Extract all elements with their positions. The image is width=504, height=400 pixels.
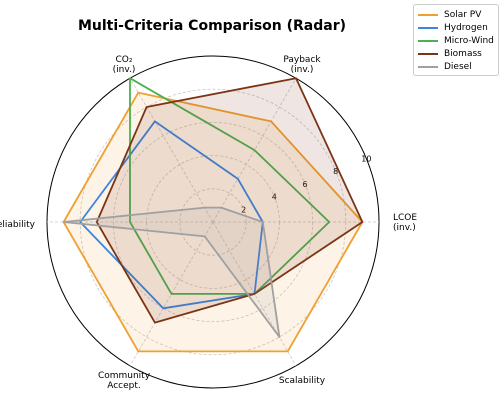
chart-title: Multi-Criteria Comparison (Radar): [77, 18, 347, 34]
legend-item-solar-pv: Solar PV: [418, 8, 494, 21]
legend-label: Micro-Wind: [444, 35, 494, 46]
grid-circle: [113, 122, 313, 322]
r-tick-label: 6: [302, 180, 307, 189]
axis-label: Reliability: [0, 220, 36, 230]
legend-item-micro-wind: Micro-Wind: [418, 34, 494, 47]
legend-item-hydrogen: Hydrogen: [418, 21, 494, 34]
legend-item-biomass: Biomass: [418, 47, 494, 60]
r-tick-label: 8: [333, 167, 338, 176]
r-tick-label: 2: [241, 205, 246, 214]
r-tick-label: 4: [272, 193, 277, 202]
legend-label: Solar PV: [444, 9, 482, 20]
series-biomass: [95, 77, 364, 324]
series-diesel: [62, 206, 281, 338]
legend-swatch: [418, 39, 438, 42]
grid-spoke: [212, 221, 297, 366]
radar-chart: 2 4 6 8 10 LCOE(inv.) Payback(inv.) CO₂(inv.) Re…: [0, 55, 417, 391]
legend: Solar PV Hydrogen Micro-Wind Biomass Diesel: [413, 4, 499, 76]
legend-label: Biomass: [444, 48, 482, 59]
legend-swatch: [418, 52, 438, 55]
axis-label: LCOE (inv.): [393, 213, 417, 233]
legend-item-diesel: Diesel: [418, 60, 494, 73]
grid-circle: [179, 188, 247, 256]
r-tick-label: 10: [361, 154, 371, 163]
axis-label: Community Accept.: [98, 371, 151, 391]
axis-label: Payback (inv.): [283, 55, 321, 75]
legend-swatch: [418, 26, 438, 29]
legend-label: Diesel: [444, 61, 472, 72]
legend-swatch: [418, 13, 438, 16]
legend-label: Hydrogen: [444, 22, 488, 33]
legend-swatch: [418, 65, 438, 68]
grid-spoke: [212, 78, 297, 223]
grid-spoke: [129, 221, 214, 366]
axis-label: CO₂ (inv.): [113, 55, 136, 75]
axis-label: Scalability: [279, 376, 326, 386]
grid-spoke: [129, 78, 214, 223]
